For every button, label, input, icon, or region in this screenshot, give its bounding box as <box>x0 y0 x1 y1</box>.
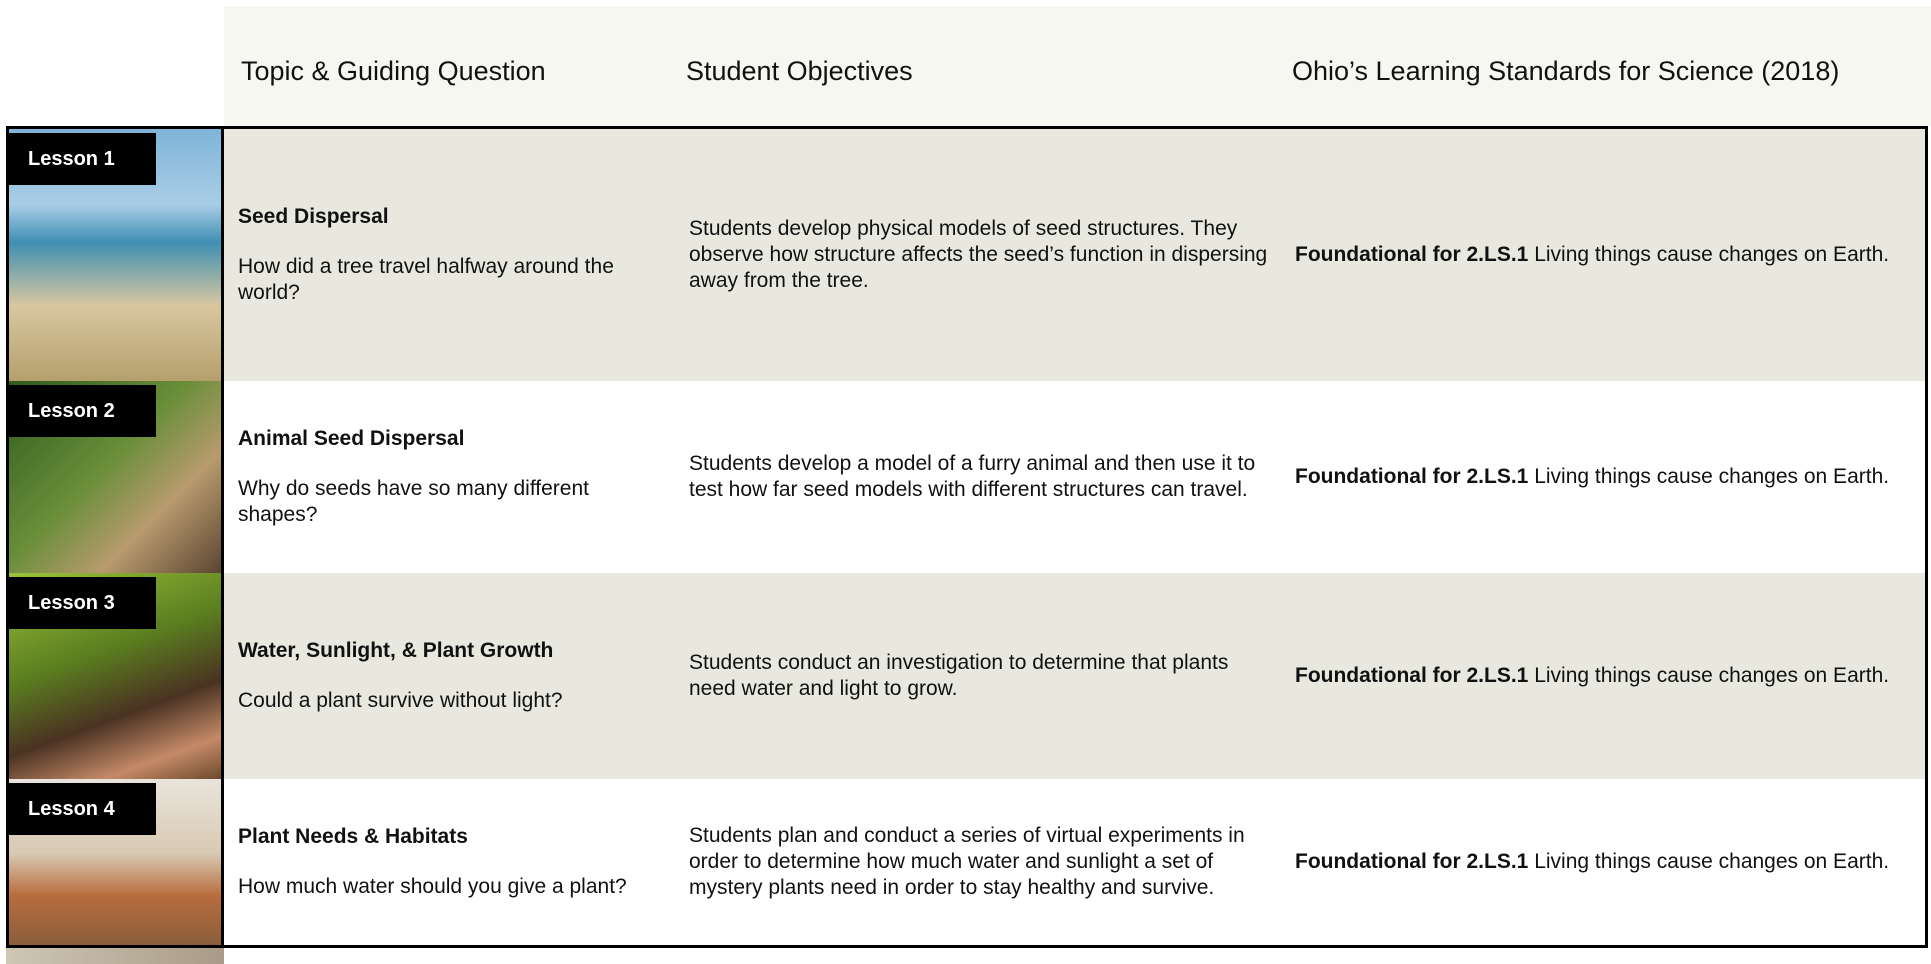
objectives: Students plan and conduct a series of vi… <box>689 824 1245 899</box>
objectives-cell: Students conduct an investigation to det… <box>689 573 1279 779</box>
standards-cell: Foundational for 2.LS.1 Living things ca… <box>1295 129 1915 381</box>
standard: Foundational for 2.LS.1 Living things ca… <box>1295 849 1915 875</box>
header: Topic & Guiding Question Student Objecti… <box>224 6 1931 126</box>
guiding-question: Could a plant survive without light? <box>238 689 563 712</box>
lesson-image: Lesson 1 <box>9 129 224 381</box>
lesson-label: Lesson 4 <box>9 783 156 835</box>
topic: Animal Seed Dispersal <box>238 427 465 450</box>
standard-text: Living things cause changes on Earth. <box>1534 850 1890 873</box>
standards-cell: Foundational for 2.LS.1 Living things ca… <box>1295 381 1915 573</box>
standard-code: Foundational for 2.LS.1 <box>1295 243 1529 266</box>
lesson-row: Lesson 2 Animal Seed Dispersal Why do seed… <box>9 381 1925 573</box>
guiding-question: Why do seeds have so many different shap… <box>238 477 589 526</box>
column-header: Ohio’s Learning Standards for Science (2… <box>1292 56 1840 86</box>
standard-code: Foundational for 2.LS.1 <box>1295 664 1529 687</box>
lesson-image: Lesson 2 <box>9 381 224 573</box>
standard-text: Living things cause changes on Earth. <box>1534 664 1890 687</box>
objectives: Students conduct an investigation to det… <box>689 651 1229 700</box>
lesson-label: Lesson 1 <box>9 133 156 185</box>
standard: Foundational for 2.LS.1 Living things ca… <box>1295 464 1915 490</box>
lesson-image: Lesson 4 <box>9 779 224 945</box>
lesson-image: Lesson 3 <box>9 573 224 779</box>
standard-code: Foundational for 2.LS.1 <box>1295 850 1529 873</box>
image-strip <box>6 948 224 964</box>
guiding-question: How much water should you give a plant? <box>238 875 627 898</box>
guiding-question: How did a tree travel halfway around the… <box>238 255 614 304</box>
lesson-label: Lesson 3 <box>9 577 156 629</box>
standard-code: Foundational for 2.LS.1 <box>1295 465 1529 488</box>
standards-cell: Foundational for 2.LS.1 Living things ca… <box>1295 573 1915 779</box>
standard: Foundational for 2.LS.1 Living things ca… <box>1295 663 1915 689</box>
topic-cell: Water, Sunlight, & Plant Growth Could a p… <box>238 573 668 779</box>
column-header: Topic & Guiding Question <box>241 56 546 86</box>
objectives-cell: Students develop a model of a furry anim… <box>689 381 1279 573</box>
topic-cell: Seed Dispersal How did a tree travel half… <box>238 129 668 381</box>
topic: Plant Needs & Habitats <box>238 825 468 848</box>
objectives: Students develop a model of a furry anim… <box>689 452 1256 501</box>
topic: Seed Dispersal <box>238 205 389 228</box>
topic-cell: Plant Needs & Habitats How much water sho… <box>238 779 668 945</box>
topic-cell: Animal Seed Dispersal Why do seeds have s… <box>238 381 668 573</box>
lesson-row: Lesson 4 Plant Needs & Habitats How much w… <box>9 779 1925 945</box>
lesson-table: Lesson 1 Seed Dispersal How did a tree tra… <box>6 126 1928 948</box>
standards-cell: Foundational for 2.LS.1 Living things ca… <box>1295 779 1915 945</box>
objectives: Students develop physical models of seed… <box>689 217 1268 292</box>
standard-text: Living things cause changes on Earth. <box>1534 465 1890 488</box>
objectives-cell: Students plan and conduct a series of vi… <box>689 779 1279 945</box>
topic: Water, Sunlight, & Plant Growth <box>238 639 554 662</box>
standard-text: Living things cause changes on Earth. <box>1534 243 1890 266</box>
column-header: Student Objectives <box>686 56 913 86</box>
lesson-row: Lesson 3 Water, Sunlight, & Plant Growth C… <box>9 573 1925 779</box>
lesson-label: Lesson 2 <box>9 385 156 437</box>
lesson-row: Lesson 1 Seed Dispersal How did a tree tra… <box>9 129 1925 381</box>
objectives-cell: Students develop physical models of seed… <box>689 129 1279 381</box>
standard: Foundational for 2.LS.1 Living things ca… <box>1295 242 1915 268</box>
